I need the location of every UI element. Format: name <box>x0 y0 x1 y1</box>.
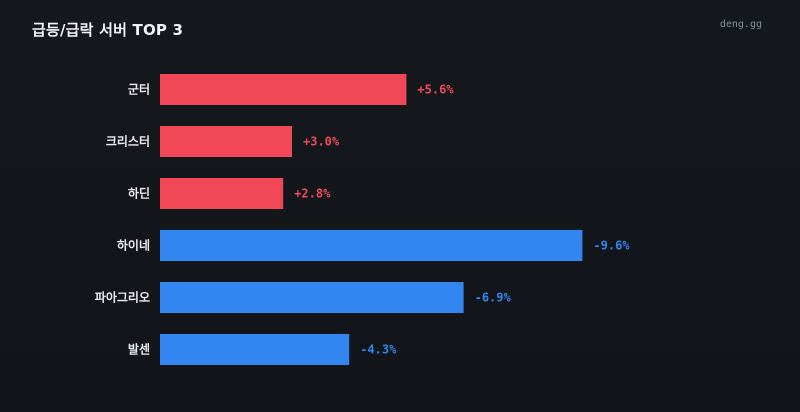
value-label: +5.6% <box>417 83 454 97</box>
bar <box>160 230 583 261</box>
bar <box>160 178 284 209</box>
value-label: +3.0% <box>303 135 340 149</box>
bar <box>160 282 464 313</box>
value-label: +2.8% <box>294 187 331 201</box>
value-label: -6.9% <box>475 291 512 305</box>
category-label: 파아그리오 <box>95 290 150 305</box>
brand-watermark: deng.gg <box>719 19 762 30</box>
category-label: 크리스터 <box>106 134 150 149</box>
category-label: 하이네 <box>117 238 150 253</box>
category-label: 하딘 <box>128 186 150 201</box>
bar <box>160 334 350 365</box>
category-label: 발센 <box>128 342 150 357</box>
bar <box>160 126 292 157</box>
bar <box>160 74 407 105</box>
chart-title: 급등/급락 서버 TOP 3 <box>32 21 184 39</box>
value-label: -4.3% <box>360 343 397 357</box>
value-label: -9.6% <box>593 239 630 253</box>
category-label: 군터 <box>128 82 150 97</box>
